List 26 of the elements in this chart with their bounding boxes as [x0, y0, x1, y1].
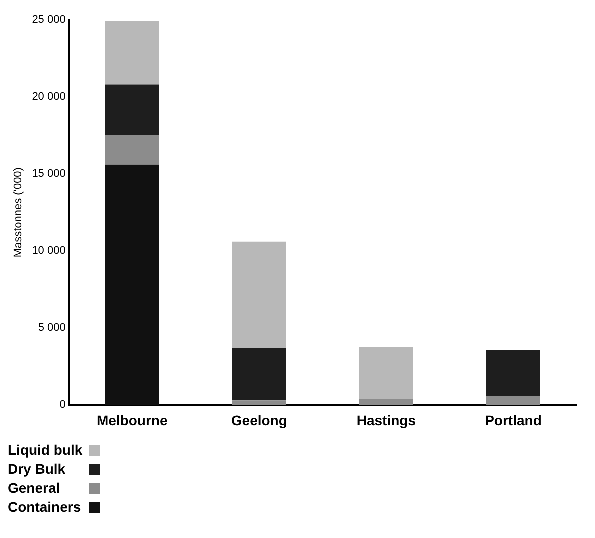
legend-label: Liquid bulk	[8, 442, 83, 458]
y-tick-label: 25 000	[32, 14, 66, 26]
legend-label: General	[8, 480, 62, 496]
bar	[359, 399, 414, 406]
y-tick-label: 5 000	[38, 322, 66, 334]
x-tick-label: Melbourne	[96, 412, 168, 428]
x-tick-label: Hastings	[356, 412, 416, 428]
y-tick-label: 20 000	[32, 91, 66, 104]
bar	[486, 396, 540, 406]
x-tick-label: Geelong	[231, 412, 288, 428]
y-tick-label: 10 000	[32, 245, 66, 258]
y-tick-label: 15 000	[32, 168, 66, 180]
bar	[105, 84, 160, 136]
bar	[232, 400, 286, 406]
y-axis-title: Masstonnes ('000)	[12, 168, 25, 258]
x-tick-label: Portland	[485, 412, 542, 428]
bar	[359, 347, 414, 400]
legend-label: Containers	[8, 499, 82, 515]
bar	[105, 22, 160, 85]
bar	[232, 348, 286, 401]
y-tick-label: 0	[60, 399, 66, 412]
bar	[105, 164, 160, 406]
bar	[232, 242, 286, 348]
bar	[105, 136, 160, 165]
legend-label: Dry Bulk	[8, 461, 67, 477]
bar	[486, 350, 540, 396]
